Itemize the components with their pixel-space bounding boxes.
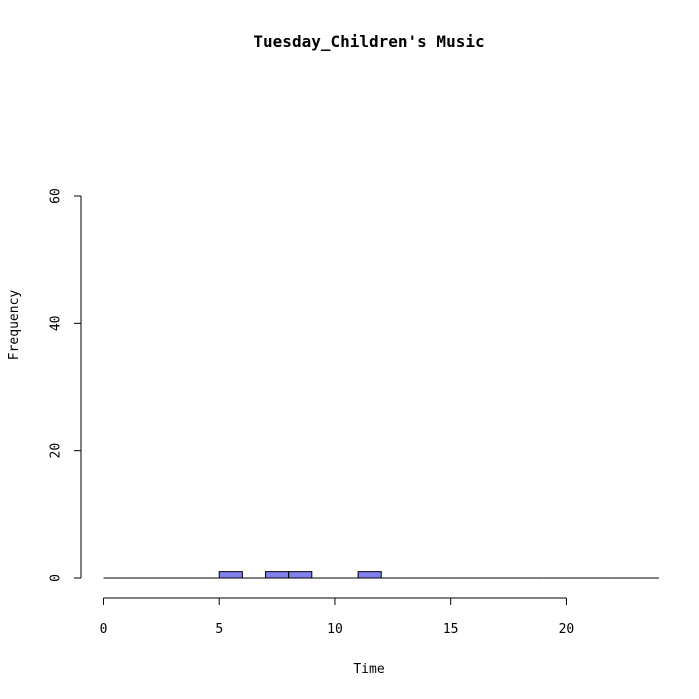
histogram-bar	[265, 571, 290, 579]
x-tick-label: 15	[443, 622, 459, 637]
y-tick-label: 40	[49, 316, 64, 332]
x-axis: 0 5 10 15 20	[100, 597, 575, 637]
y-tick-label: 20	[49, 443, 64, 459]
y-axis-label: Frequency	[7, 290, 22, 361]
x-tick-label: 20	[559, 622, 575, 637]
x-axis-label: Time	[353, 662, 384, 677]
histogram-bar	[357, 571, 382, 579]
x-tick-label: 5	[215, 622, 223, 637]
chart-title: Tuesday_Children's Music	[253, 32, 484, 51]
histogram-bar	[288, 571, 313, 579]
bars-group	[103, 571, 659, 579]
histogram-bar	[218, 571, 243, 579]
y-tick-label: 0	[49, 574, 64, 582]
x-tick-label: 10	[327, 622, 343, 637]
y-axis: 0 20 40 60	[49, 188, 82, 582]
y-tick-label: 60	[49, 188, 64, 204]
x-tick-label: 0	[100, 622, 108, 637]
